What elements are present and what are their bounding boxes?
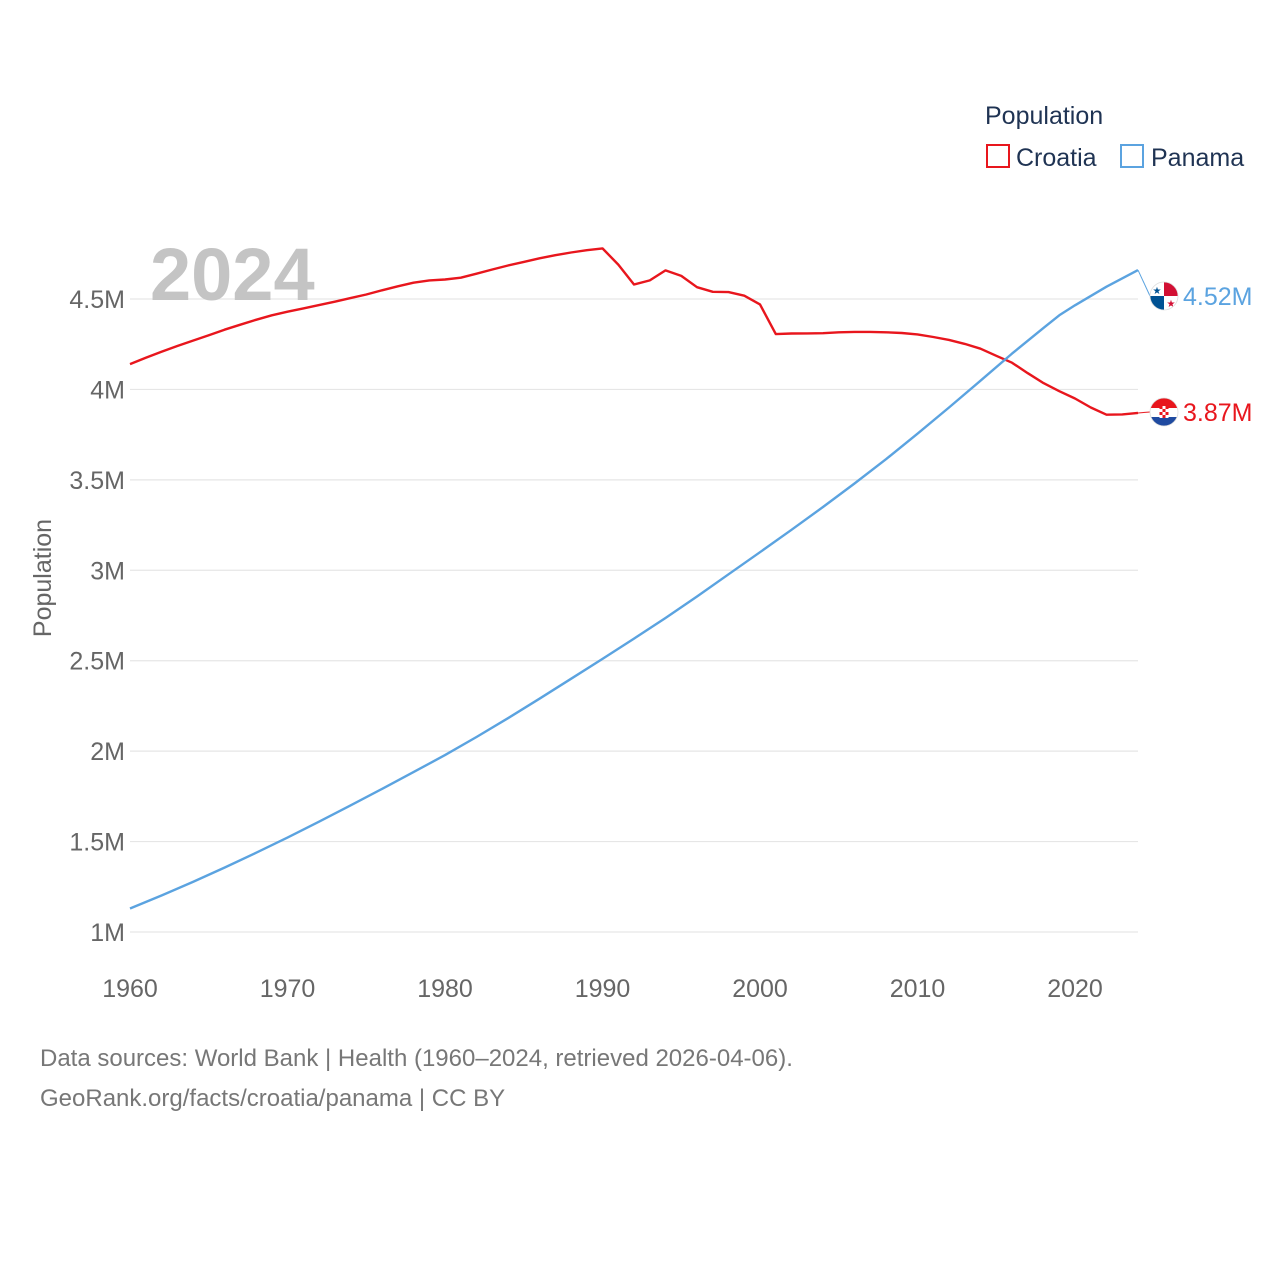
legend-label-croatia: Croatia <box>1016 144 1097 172</box>
series-line-panama[interactable] <box>129 269 1139 910</box>
end-value-label-croatia: 3.87M <box>1183 399 1252 427</box>
legend-title: Population <box>985 102 1103 130</box>
y-tick-label: 1.5M <box>69 829 125 857</box>
flag-outline <box>1149 281 1179 311</box>
y-tick-label: 2M <box>90 738 125 766</box>
source-link[interactable]: GeoRank.org/facts/croatia/panama | CC BY <box>40 1085 506 1112</box>
legend-item-panama[interactable]: Panama <box>1120 144 1244 172</box>
y-tick-label: 4.5M <box>69 286 125 314</box>
end-connector <box>1137 411 1151 414</box>
legend-item-croatia[interactable]: Croatia <box>986 144 1097 172</box>
x-tick-label: 1960 <box>102 975 158 1003</box>
y-tick-label: 4M <box>90 376 125 404</box>
y-axis-label: Population <box>29 519 57 637</box>
series-line-croatia[interactable] <box>129 247 1139 416</box>
y-tick-label: 1M <box>90 919 125 947</box>
x-tick-label: 1970 <box>260 975 316 1003</box>
x-tick-label: 2010 <box>890 975 946 1003</box>
croatia-flag-icon <box>1150 398 1178 426</box>
legend: Population Croatia Panama <box>985 102 1244 172</box>
legend-label-panama: Panama <box>1151 144 1244 172</box>
y-tick-label: 3.5M <box>69 467 125 495</box>
end-value-label-panama: 4.52M <box>1183 283 1252 311</box>
source-note: Data sources: World Bank | Health (1960–… <box>40 1045 793 1072</box>
x-tick-label: 1990 <box>575 975 631 1003</box>
year-watermark: 2024 <box>150 233 315 316</box>
legend-swatch-panama <box>1120 144 1144 168</box>
flag-outline <box>1149 397 1179 427</box>
x-tick-label: 2000 <box>732 975 788 1003</box>
svg-text:★: ★ <box>1167 299 1176 310</box>
x-tick-label: 1980 <box>417 975 473 1003</box>
svg-text:★: ★ <box>1153 286 1162 297</box>
x-tick-label: 2020 <box>1047 975 1103 1003</box>
y-tick-label: 2.5M <box>69 648 125 676</box>
y-tick-label: 3M <box>90 557 125 585</box>
end-connector <box>1137 269 1151 297</box>
legend-swatch-croatia <box>986 144 1010 168</box>
